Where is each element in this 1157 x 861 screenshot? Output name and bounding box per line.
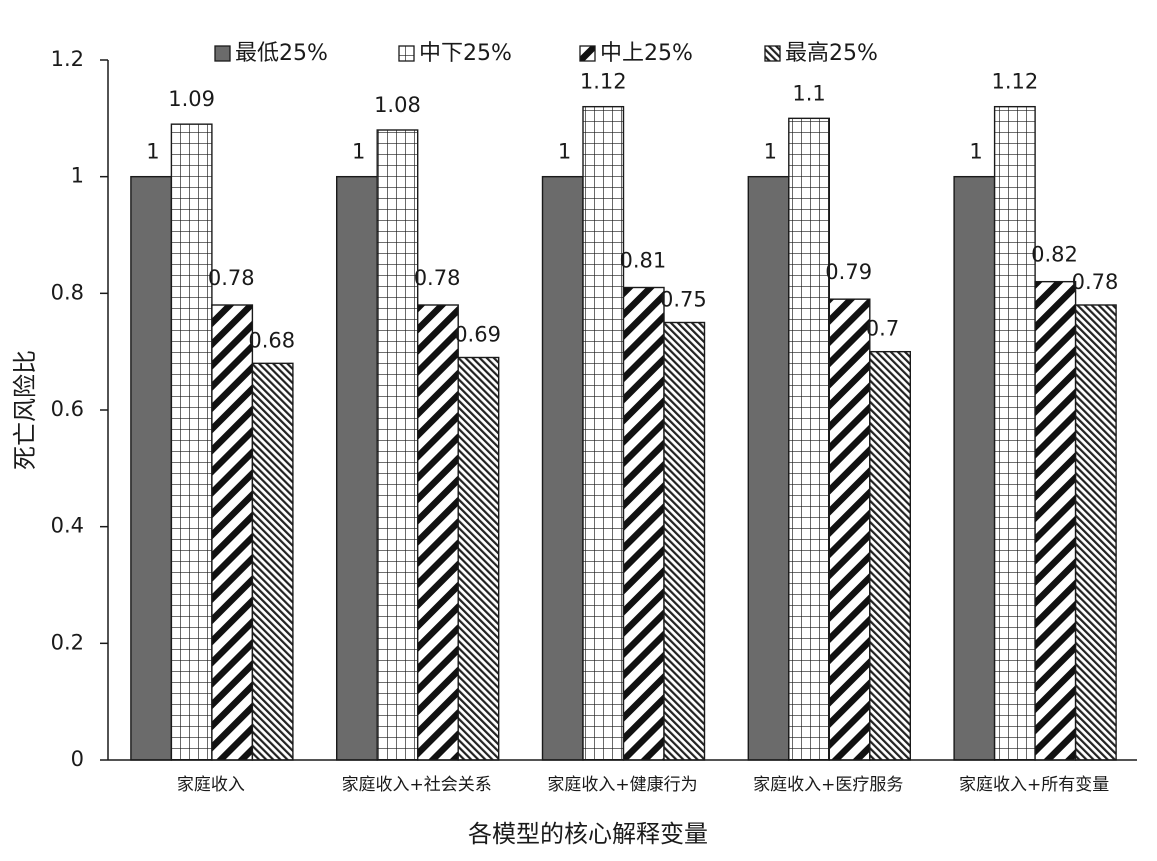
data-label: 1 xyxy=(558,140,571,164)
x-category-label: 家庭收入+所有变量 xyxy=(959,775,1109,795)
bar xyxy=(251,362,294,761)
legend-swatch xyxy=(579,45,596,62)
data-label: 0.7 xyxy=(866,317,899,341)
x-category-label: 家庭收入+医疗服务 xyxy=(753,775,903,795)
bar xyxy=(417,304,459,761)
legend-label: 中下25% xyxy=(419,41,512,66)
legend-label: 中上25% xyxy=(600,41,693,66)
bar xyxy=(953,175,996,761)
bar xyxy=(663,321,706,761)
data-label: 0.78 xyxy=(208,266,255,290)
data-label: 0.78 xyxy=(414,266,461,290)
bar xyxy=(1074,304,1117,761)
data-label: 1.09 xyxy=(168,87,215,111)
legend-label: 最高25% xyxy=(785,41,878,66)
bar xyxy=(582,105,625,761)
data-label: 0.79 xyxy=(825,260,872,284)
y-tick-label: 0.4 xyxy=(51,514,84,538)
data-label: 1.1 xyxy=(792,81,825,105)
bar xyxy=(376,129,419,761)
data-label: 0.78 xyxy=(1072,270,1119,294)
data-label: 1 xyxy=(764,140,777,164)
legend: 最低25% 中下25% 中上25% 最高25% xyxy=(214,41,878,66)
bar xyxy=(541,175,584,761)
data-label: 0.82 xyxy=(1031,243,1078,267)
bar xyxy=(622,286,665,761)
bar xyxy=(993,105,1036,761)
x-axis-categories: 家庭收入 家庭收入+社会关系 家庭收入+健康行为 家庭收入+医疗服务 家庭收入+所有变量 xyxy=(177,775,1109,795)
bar xyxy=(828,298,871,761)
y-tick-label: 0.2 xyxy=(51,630,84,654)
data-label: 0.81 xyxy=(620,249,667,273)
legend-label: 最低25% xyxy=(235,41,328,66)
y-tick-label: 0 xyxy=(71,747,84,771)
y-axis-title-group: 死亡风险比 xyxy=(11,350,39,470)
bar xyxy=(747,175,790,761)
y-tick-label: 1 xyxy=(71,164,84,188)
data-label: 1 xyxy=(352,140,365,164)
data-label: 0.75 xyxy=(660,288,707,312)
bar xyxy=(336,175,378,761)
data-label: 0.69 xyxy=(454,323,501,347)
bar-series xyxy=(130,105,1117,761)
bar xyxy=(1034,280,1077,761)
x-category-label: 家庭收入 xyxy=(177,775,245,795)
bar xyxy=(869,350,911,761)
y-axis-title: 死亡风险比 xyxy=(11,350,39,470)
bar xyxy=(211,304,254,761)
data-label: 1.08 xyxy=(374,93,421,117)
x-category-label: 家庭收入+健康行为 xyxy=(547,775,697,795)
y-axis-ticks: 0 0.2 0.4 0.6 0.8 1 1.2 xyxy=(51,47,108,771)
data-label: 1 xyxy=(969,140,982,164)
bar xyxy=(170,123,213,761)
legend-swatch xyxy=(214,45,231,62)
data-labels: 1 1.09 0.78 0.68 1 1.08 0.78 0.69 1 1.12 0.81 0.75 1… xyxy=(146,70,1118,353)
y-tick-label: 0.8 xyxy=(51,280,84,304)
x-category-label: 家庭收入+社会关系 xyxy=(342,775,492,795)
legend-swatch xyxy=(764,45,781,62)
data-label: 1.12 xyxy=(991,70,1038,94)
data-label: 1.12 xyxy=(580,70,627,94)
data-label: 1 xyxy=(146,140,159,164)
bar xyxy=(130,175,173,761)
bar xyxy=(788,117,830,761)
legend-swatch xyxy=(398,45,415,62)
bar xyxy=(457,356,500,761)
data-label: 0.68 xyxy=(248,328,295,352)
x-axis-title: 各模型的核心解释变量 xyxy=(468,820,708,848)
y-tick-label: 0.6 xyxy=(51,397,84,421)
y-tick-label: 1.2 xyxy=(51,47,84,71)
